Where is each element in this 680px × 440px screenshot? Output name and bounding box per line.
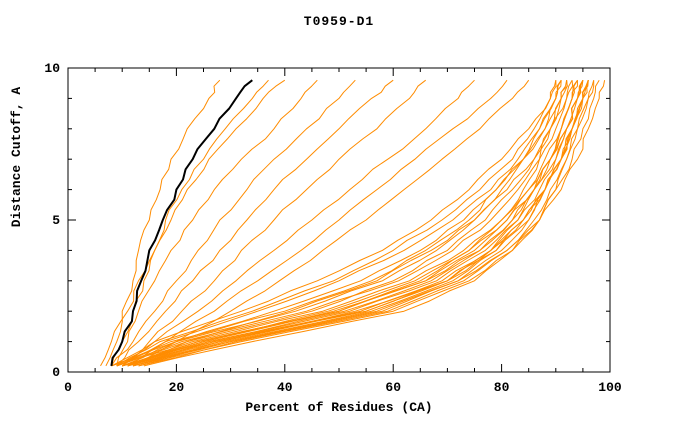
model-curve <box>116 79 318 367</box>
model-curve <box>105 79 221 367</box>
x-tick-label: 40 <box>277 380 293 395</box>
model-curve <box>116 80 557 367</box>
model-curve <box>100 79 286 367</box>
chart-title: T0959-D1 <box>303 14 375 29</box>
model-curve <box>116 79 573 367</box>
model-curve <box>121 79 475 367</box>
model-curve <box>132 79 530 367</box>
model-curve <box>116 79 394 367</box>
x-tick-label: 0 <box>64 380 72 395</box>
y-tick-label: 5 <box>52 213 60 228</box>
model-curve <box>111 80 557 367</box>
model-curve <box>122 80 584 367</box>
model-curve <box>127 80 589 367</box>
model-curve <box>110 79 356 367</box>
model-curve <box>127 79 508 367</box>
model-curve <box>132 80 606 367</box>
x-tick-label: 60 <box>385 380 401 395</box>
model-curve <box>127 80 574 367</box>
x-tick-label: 80 <box>494 380 510 395</box>
x-axis-label: Percent of Residues (CA) <box>245 400 433 415</box>
model-curve <box>127 79 584 367</box>
model-curve <box>143 79 600 367</box>
model-curve <box>116 79 562 367</box>
x-tick-label: 20 <box>169 380 185 395</box>
x-tick-label: 100 <box>598 380 622 395</box>
model-curve <box>116 80 568 367</box>
model-curve <box>111 79 562 367</box>
model-curve <box>116 80 578 367</box>
model-curve <box>121 79 427 367</box>
model-curve <box>138 80 595 367</box>
y-tick-label: 0 <box>52 365 60 380</box>
y-tick-label: 10 <box>44 61 60 76</box>
model-curve <box>122 80 568 367</box>
model-curve <box>111 80 562 367</box>
highlighted-model-curve <box>110 79 253 367</box>
